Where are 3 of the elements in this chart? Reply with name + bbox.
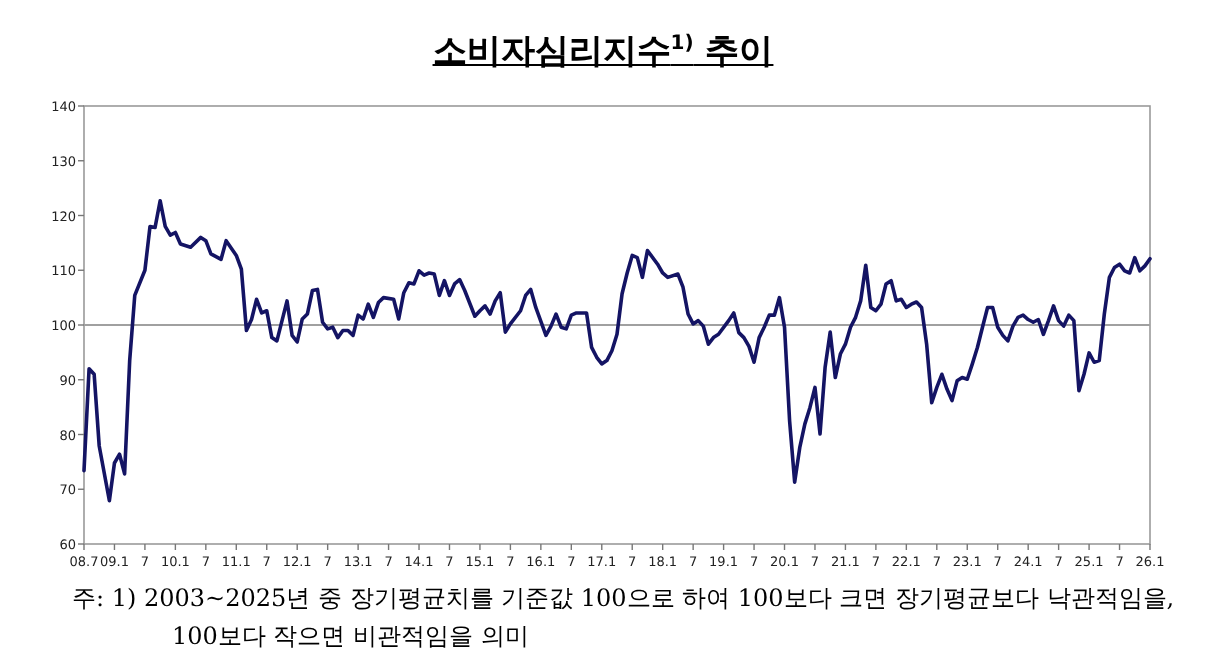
line-series	[82, 198, 1152, 503]
chart-title: 소비자심리지수$^{1)}$ 추이	[432, 32, 774, 72]
text: 주: 1) 2003~2025년 중 장기평균치를 기준값 100으로 하여 100보다 크면 장기평균보다 낙관적임을, 100보다 작으면 비관적임을 의미	[72, 582, 1177, 654]
